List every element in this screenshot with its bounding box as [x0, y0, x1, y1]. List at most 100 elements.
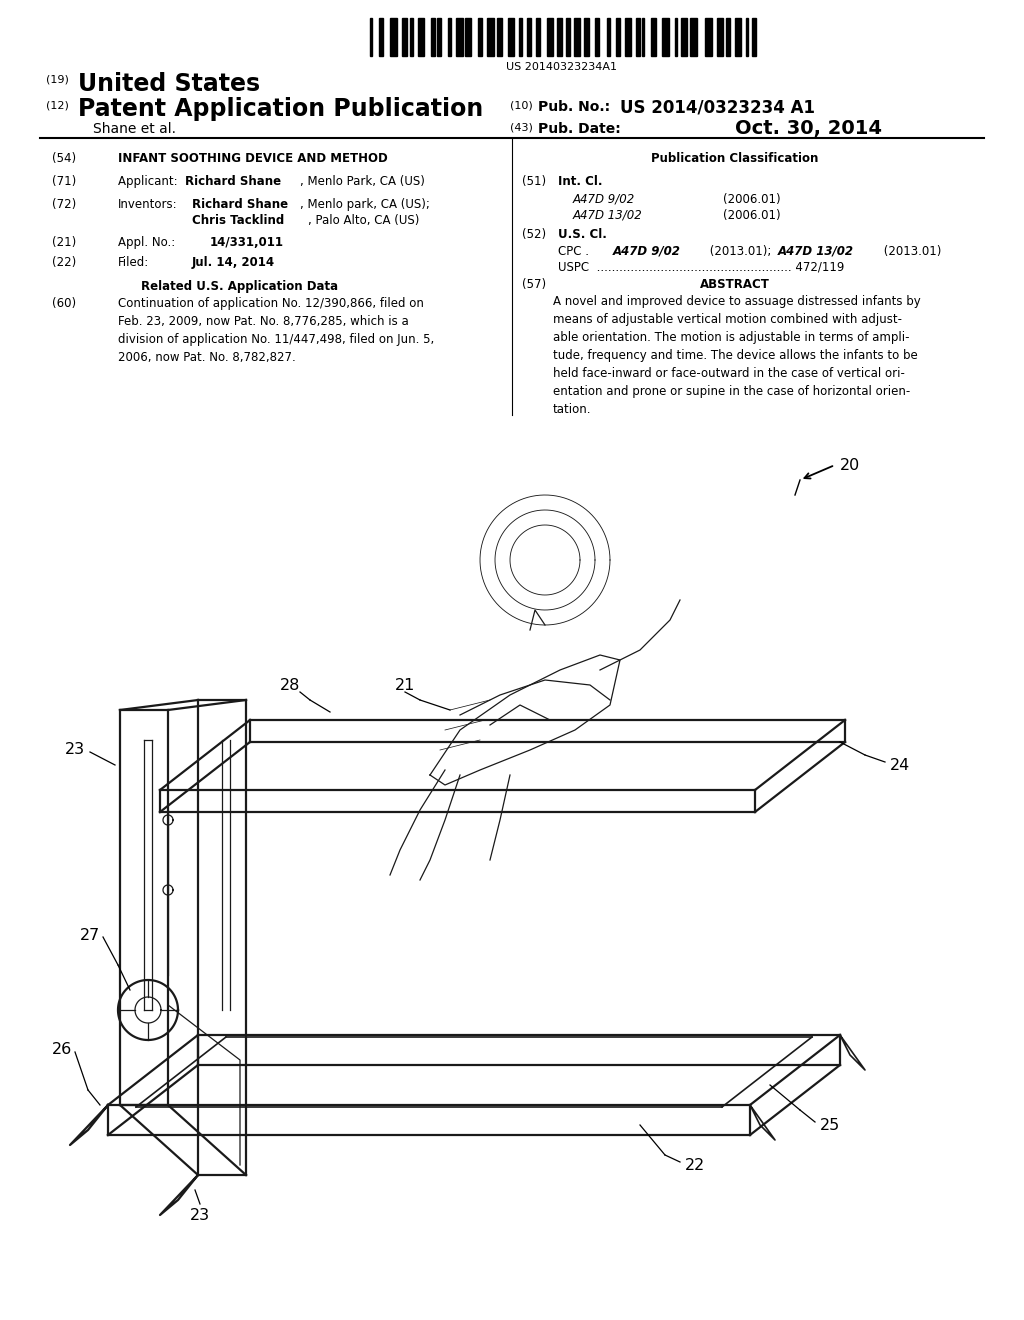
Text: (54): (54): [52, 152, 76, 165]
Text: US 2014/0323234 A1: US 2014/0323234 A1: [620, 98, 815, 116]
Text: 28: 28: [280, 677, 300, 693]
Bar: [574, 18, 581, 55]
Bar: [497, 18, 502, 55]
Text: A47D 9/02: A47D 9/02: [573, 193, 635, 206]
Text: Continuation of application No. 12/390,866, filed on
Feb. 23, 2009, now Pat. No.: Continuation of application No. 12/390,8…: [118, 297, 434, 364]
Text: Applicant:: Applicant:: [118, 176, 185, 187]
Text: , Menlo Park, CA (US): , Menlo Park, CA (US): [300, 176, 425, 187]
Text: (19): (19): [46, 75, 69, 84]
Bar: [726, 18, 730, 55]
Bar: [449, 18, 452, 55]
Text: (2006.01): (2006.01): [723, 209, 780, 222]
Text: (51): (51): [522, 176, 546, 187]
Text: (52): (52): [522, 228, 546, 242]
Text: 23: 23: [189, 1208, 210, 1222]
Text: 23: 23: [65, 742, 85, 758]
Text: Oct. 30, 2014: Oct. 30, 2014: [735, 119, 882, 139]
Text: Jul. 14, 2014: Jul. 14, 2014: [193, 256, 275, 269]
Text: A47D 9/02: A47D 9/02: [613, 246, 681, 257]
Text: U.S. Cl.: U.S. Cl.: [558, 228, 607, 242]
Bar: [650, 18, 655, 55]
Bar: [437, 18, 441, 55]
Bar: [478, 18, 481, 55]
Bar: [745, 18, 749, 55]
Text: (2006.01): (2006.01): [723, 193, 780, 206]
Text: 14/331,011: 14/331,011: [210, 236, 284, 249]
Bar: [410, 18, 414, 55]
Text: , Palo Alto, CA (US): , Palo Alto, CA (US): [308, 214, 420, 227]
Bar: [519, 18, 522, 55]
Bar: [536, 18, 540, 55]
Bar: [508, 18, 514, 55]
Text: United States: United States: [78, 73, 260, 96]
Text: A47D 13/02: A47D 13/02: [573, 209, 643, 222]
Bar: [595, 18, 599, 55]
Bar: [389, 18, 397, 55]
Bar: [636, 18, 640, 55]
Text: Richard Shane: Richard Shane: [193, 198, 288, 211]
Text: USPC  .................................................... 472/119: USPC ...................................…: [558, 261, 845, 275]
Text: Related U.S. Application Data: Related U.S. Application Data: [141, 280, 339, 293]
Text: 22: 22: [685, 1158, 706, 1172]
Bar: [616, 18, 621, 55]
Bar: [675, 18, 677, 55]
Text: (2013.01);: (2013.01);: [706, 246, 775, 257]
Bar: [607, 18, 609, 55]
Text: (10): (10): [510, 100, 532, 110]
Text: Inventors:: Inventors:: [118, 198, 177, 211]
Text: (71): (71): [52, 176, 76, 187]
Text: 27: 27: [80, 928, 100, 942]
Text: US 20140323234A1: US 20140323234A1: [507, 62, 617, 73]
Text: Publication Classification: Publication Classification: [651, 152, 818, 165]
Bar: [431, 18, 435, 55]
Bar: [690, 18, 697, 55]
Bar: [625, 18, 631, 55]
Text: 25: 25: [820, 1118, 841, 1133]
Bar: [418, 18, 424, 55]
Text: (12): (12): [46, 100, 69, 110]
Text: A47D 13/02: A47D 13/02: [778, 246, 854, 257]
Text: Patent Application Publication: Patent Application Publication: [78, 96, 483, 121]
Bar: [734, 18, 741, 55]
Bar: [526, 18, 530, 55]
Bar: [402, 18, 408, 55]
Text: Appl. No.:: Appl. No.:: [118, 236, 175, 249]
Bar: [557, 18, 562, 55]
Text: (57): (57): [522, 279, 546, 290]
Bar: [565, 18, 570, 55]
Bar: [705, 18, 712, 55]
Text: , Menlo park, CA (US);: , Menlo park, CA (US);: [300, 198, 430, 211]
Text: (72): (72): [52, 198, 76, 211]
Text: INFANT SOOTHING DEVICE AND METHOD: INFANT SOOTHING DEVICE AND METHOD: [118, 152, 388, 165]
Text: (60): (60): [52, 297, 76, 310]
Text: 20: 20: [840, 458, 860, 473]
Bar: [547, 18, 553, 55]
Text: Chris Tacklind: Chris Tacklind: [193, 214, 285, 227]
Text: Filed:: Filed:: [118, 256, 150, 269]
Text: 21: 21: [395, 677, 415, 693]
Bar: [585, 18, 589, 55]
Text: Richard Shane: Richard Shane: [185, 176, 282, 187]
Text: Pub. Date:: Pub. Date:: [538, 121, 621, 136]
Bar: [642, 18, 644, 55]
Bar: [379, 18, 383, 55]
Bar: [466, 18, 471, 55]
Text: ABSTRACT: ABSTRACT: [700, 279, 770, 290]
Text: Shane et al.: Shane et al.: [93, 121, 176, 136]
Text: CPC .: CPC .: [558, 246, 597, 257]
Text: 24: 24: [890, 758, 910, 772]
Text: A novel and improved device to assuage distressed infants by
means of adjustable: A novel and improved device to assuage d…: [553, 294, 921, 416]
Bar: [681, 18, 686, 55]
Text: Int. Cl.: Int. Cl.: [558, 176, 602, 187]
Bar: [662, 18, 669, 55]
Text: Pub. No.:: Pub. No.:: [538, 100, 610, 114]
Bar: [370, 18, 373, 55]
Bar: [486, 18, 495, 55]
Text: (2013.01): (2013.01): [880, 246, 941, 257]
Bar: [717, 18, 724, 55]
Text: (21): (21): [52, 236, 76, 249]
Bar: [753, 18, 757, 55]
Bar: [456, 18, 463, 55]
Text: (43): (43): [510, 121, 532, 132]
Text: 26: 26: [52, 1043, 72, 1057]
